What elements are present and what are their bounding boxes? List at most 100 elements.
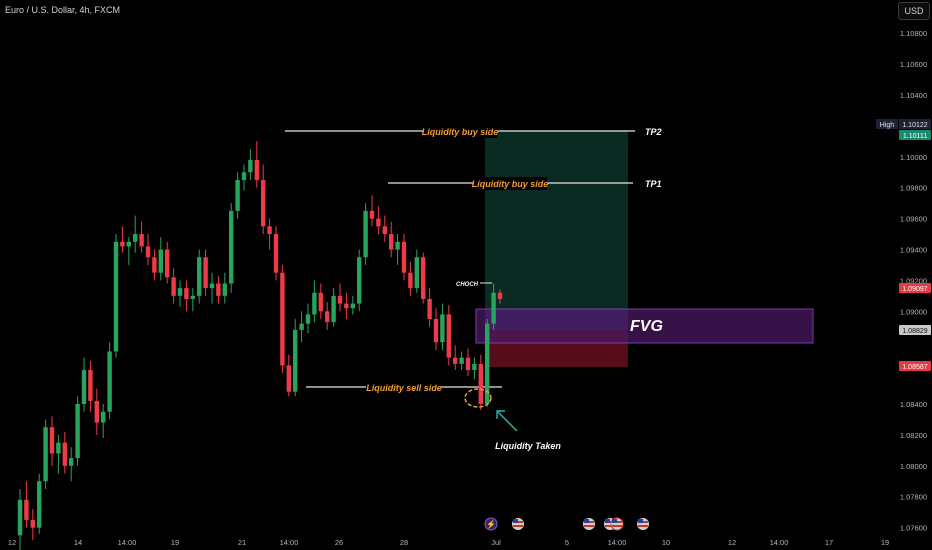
candle [465, 357, 471, 371]
candle [491, 292, 496, 324]
candle [120, 241, 125, 247]
candle [459, 357, 464, 364]
candle [485, 323, 490, 405]
buy-side-label-bottom: Liquidity buy side [472, 179, 549, 189]
liquidity-taken-circle [464, 388, 492, 408]
candlestick-series [17, 141, 503, 550]
candle [209, 283, 215, 289]
time-tick-label: 5 [565, 538, 569, 547]
candle [88, 370, 93, 401]
time-tick-label: 19 [881, 538, 889, 547]
candle [81, 370, 87, 405]
candle [133, 234, 138, 242]
candle [126, 241, 131, 247]
candle [261, 179, 266, 227]
candle [69, 458, 74, 466]
candle [139, 234, 144, 247]
time-tick-label: 10 [662, 538, 670, 547]
candle [453, 357, 458, 364]
candle [344, 303, 349, 309]
candle [241, 172, 247, 180]
price-tick-label: 1.10400 [900, 91, 927, 100]
candle [107, 351, 112, 412]
time-tick-label: 14:00 [280, 538, 299, 547]
symbol-title[interactable]: Euro / U.S. Dollar, 4h, FXCM [5, 5, 121, 15]
candle [229, 210, 234, 284]
candle [30, 519, 35, 528]
candle [165, 249, 170, 278]
candle [197, 257, 202, 296]
us-flag-icon[interactable] [610, 517, 624, 531]
candle [37, 481, 42, 528]
candle [49, 427, 55, 454]
candle [401, 241, 407, 273]
candle [421, 257, 426, 299]
price-tick-label: 1.09600 [900, 215, 927, 224]
candle [184, 288, 189, 299]
candle [299, 323, 304, 330]
candle [305, 314, 311, 324]
target-badge-value: 1.10111 [903, 133, 927, 140]
candle [273, 234, 279, 273]
time-axis[interactable]: 12 14 14:00 19 21 14:00 26 28 Jul 5 14:00 10 12 14:00… [8, 538, 889, 547]
candle [190, 295, 195, 299]
candle [62, 442, 67, 466]
price-tick-label: 1.10800 [900, 29, 927, 38]
candle [408, 272, 413, 289]
fvg-zone[interactable] [475, 308, 814, 344]
candle [382, 226, 387, 235]
candle [369, 210, 375, 219]
candle [357, 257, 362, 304]
candle [440, 314, 445, 343]
fvg-badge-value: 1.08829 [902, 328, 927, 335]
time-tick-label: 21 [238, 538, 246, 547]
time-tick-label: 14:00 [770, 538, 789, 547]
svg-text:⚡: ⚡ [486, 519, 496, 529]
candle [101, 411, 106, 423]
candle [222, 283, 227, 296]
price-tick-label: 1.08000 [900, 462, 927, 471]
lightning-icon[interactable] [484, 517, 498, 531]
price-tick-label: 1.09000 [900, 307, 927, 316]
event-icons[interactable]: ⚡ [484, 517, 649, 531]
choch-label: CHOCH [456, 282, 479, 288]
candle [203, 257, 208, 289]
price-axis[interactable]: 1.10800 1.10600 1.10400 1.10000 1.09800 1.096… [900, 29, 927, 532]
candle [478, 363, 483, 405]
candle [75, 404, 80, 459]
candle [216, 283, 221, 296]
candle [395, 241, 400, 250]
sell-side-label: Liquidity sell side [366, 383, 442, 393]
candle [177, 288, 183, 296]
time-tick-label: Jul [491, 538, 501, 547]
us-flag-icon[interactable] [583, 518, 595, 530]
candle [337, 295, 343, 304]
target-zone [485, 131, 628, 309]
stop-badge-value: 1.08587 [902, 364, 927, 371]
candle [254, 159, 259, 180]
candle [267, 226, 272, 235]
time-tick-label: 19 [171, 538, 179, 547]
candle [43, 427, 48, 482]
us-flag-icon[interactable] [637, 518, 649, 530]
price-tick-label: 1.10000 [900, 153, 927, 162]
candle [94, 400, 99, 423]
price-tick-label: 1.08400 [900, 400, 927, 409]
candle [331, 295, 336, 323]
candle [152, 257, 157, 273]
candle [280, 272, 285, 366]
time-tick-label: 14:00 [608, 538, 627, 547]
currency-button[interactable]: USD [898, 2, 930, 20]
candle [235, 179, 240, 211]
candle [497, 292, 503, 299]
time-tick-label: 28 [400, 538, 408, 547]
candle [433, 319, 439, 343]
time-tick-label: 14:00 [118, 538, 137, 547]
us-flag-icon[interactable] [512, 518, 524, 530]
candle [286, 365, 291, 392]
last-price-badge: 1.09097 [902, 286, 927, 293]
liquidity-taken-arrow [496, 410, 518, 432]
buy-side-label-top: Liquidity buy side [422, 127, 499, 137]
candle [293, 329, 298, 392]
